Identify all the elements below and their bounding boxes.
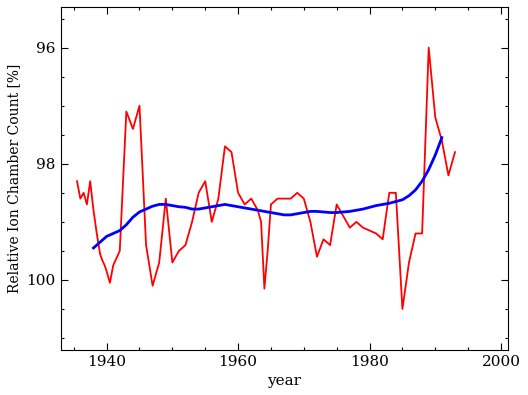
X-axis label: year: year (267, 374, 301, 388)
Y-axis label: Relative Ion Chamber Count [%]: Relative Ion Chamber Count [%] (7, 64, 21, 293)
